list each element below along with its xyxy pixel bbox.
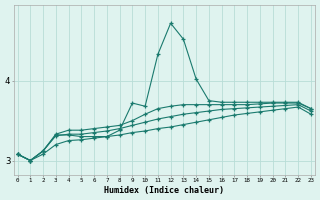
X-axis label: Humidex (Indice chaleur): Humidex (Indice chaleur) [104, 186, 224, 195]
